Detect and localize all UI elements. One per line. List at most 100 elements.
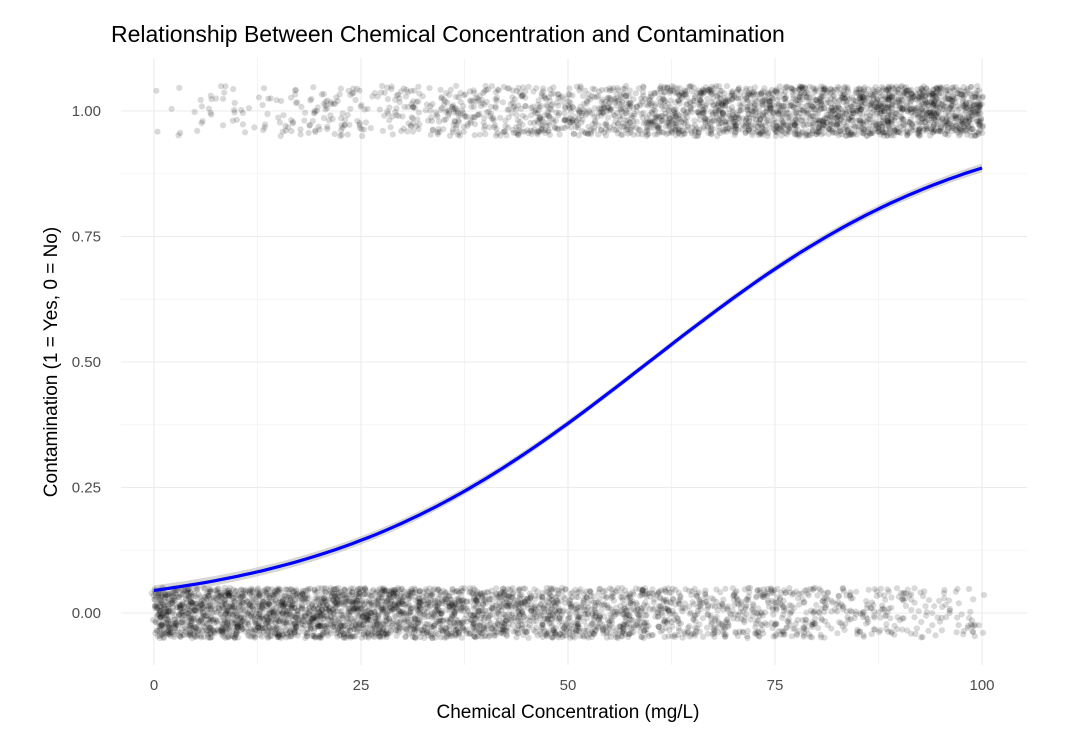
scatter-point bbox=[793, 588, 800, 595]
scatter-point bbox=[461, 585, 468, 592]
scatter-point bbox=[929, 622, 936, 629]
scatter-point bbox=[953, 629, 960, 636]
scatter-point bbox=[379, 127, 386, 134]
scatter-point bbox=[695, 589, 702, 596]
scatter-point bbox=[362, 585, 369, 592]
scatter-point bbox=[354, 626, 361, 633]
scatter-point bbox=[320, 90, 327, 98]
scatter-point bbox=[148, 590, 155, 597]
scatter-point bbox=[573, 124, 580, 131]
scatter-point bbox=[496, 594, 503, 601]
scatter-point bbox=[356, 619, 363, 626]
scatter-point bbox=[679, 92, 686, 99]
scatter-point bbox=[435, 611, 442, 618]
scatter-point bbox=[734, 600, 741, 607]
scatter-point bbox=[831, 107, 838, 114]
scatter-point bbox=[298, 103, 305, 110]
scatter-point bbox=[739, 628, 747, 636]
scatter-point bbox=[919, 115, 926, 122]
scatter-point bbox=[943, 87, 950, 94]
scatter-point bbox=[384, 96, 391, 103]
scatter-point bbox=[310, 615, 317, 622]
scatter-point bbox=[887, 103, 894, 110]
scatter-point bbox=[817, 634, 825, 641]
scatter-point bbox=[584, 611, 592, 618]
scatter-point bbox=[831, 92, 838, 99]
scatter-point bbox=[353, 591, 360, 598]
scatter-point bbox=[551, 602, 558, 609]
scatter-point bbox=[607, 633, 614, 641]
scatter-point bbox=[668, 83, 676, 90]
scatter-point bbox=[623, 92, 630, 99]
scatter-point bbox=[466, 88, 474, 95]
scatter-point bbox=[555, 590, 562, 597]
scatter-point bbox=[351, 626, 358, 633]
scatter-point bbox=[584, 594, 591, 601]
scatter-point bbox=[735, 95, 742, 102]
scatter-point bbox=[197, 96, 204, 103]
scatter-point bbox=[598, 606, 605, 614]
scatter-point bbox=[263, 603, 270, 610]
scatter-point bbox=[266, 610, 273, 617]
scatter-point bbox=[438, 94, 445, 101]
scatter-point bbox=[375, 603, 382, 610]
scatter-point bbox=[453, 82, 460, 89]
scatter-point bbox=[467, 588, 474, 595]
scatter-point bbox=[483, 589, 490, 596]
scatter-point bbox=[509, 126, 517, 133]
scatter-point bbox=[867, 105, 874, 112]
scatter-point bbox=[673, 614, 681, 621]
scatter-point bbox=[904, 586, 911, 593]
scatter-point bbox=[939, 115, 946, 122]
scatter-point bbox=[634, 620, 641, 627]
scatter-point bbox=[492, 622, 499, 630]
scatter-point bbox=[884, 96, 891, 103]
scatter-point bbox=[668, 86, 675, 93]
scatter-point bbox=[387, 597, 394, 604]
scatter-point bbox=[587, 592, 594, 600]
scatter-point bbox=[665, 129, 672, 136]
scatter-point bbox=[361, 609, 369, 617]
scatter-point bbox=[969, 628, 977, 636]
scatter-point bbox=[860, 633, 868, 640]
scatter-point bbox=[549, 116, 556, 123]
scatter-point bbox=[797, 91, 804, 98]
scatter-point bbox=[386, 591, 393, 598]
scatter-point bbox=[814, 110, 822, 117]
scatter-point bbox=[835, 603, 843, 610]
scatter-point bbox=[409, 103, 416, 111]
scatter-point bbox=[821, 87, 829, 94]
scatter-point bbox=[449, 604, 456, 611]
scatter-point bbox=[897, 104, 904, 111]
scatter-point bbox=[325, 596, 332, 603]
scatter-point bbox=[585, 634, 592, 641]
scatter-point bbox=[688, 631, 695, 638]
scatter-point bbox=[249, 586, 257, 593]
scatter-point bbox=[247, 597, 254, 604]
scatter-point bbox=[161, 605, 168, 612]
scatter-point bbox=[925, 597, 933, 604]
scatter-point bbox=[277, 595, 284, 602]
scatter-point bbox=[230, 595, 237, 602]
scatter-point bbox=[847, 110, 854, 117]
scatter-point bbox=[648, 99, 655, 106]
scatter-point bbox=[428, 609, 435, 616]
scatter-point bbox=[953, 122, 960, 129]
scatter-point bbox=[827, 95, 835, 102]
scatter-point bbox=[640, 83, 647, 90]
scatter-point bbox=[913, 625, 921, 632]
scatter-point bbox=[580, 597, 587, 605]
scatter-point bbox=[935, 91, 942, 98]
scatter-point bbox=[502, 611, 509, 618]
scatter-point bbox=[729, 123, 736, 130]
scatter-point bbox=[677, 89, 685, 96]
scatter-point bbox=[547, 593, 554, 600]
scatter-point bbox=[550, 84, 557, 91]
scatter-point bbox=[743, 602, 750, 609]
scatter-point bbox=[642, 599, 649, 606]
scatter-point bbox=[331, 130, 338, 138]
scatter-point bbox=[415, 83, 422, 90]
scatter-point bbox=[603, 594, 610, 602]
scatter-point bbox=[200, 604, 208, 611]
scatter-point bbox=[922, 118, 929, 125]
